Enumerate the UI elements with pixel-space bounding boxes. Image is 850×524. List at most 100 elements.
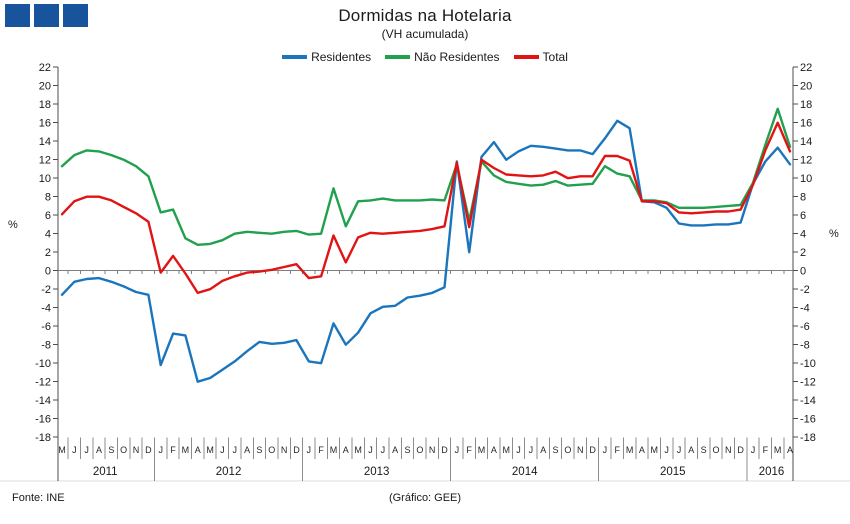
series-line-total: [60, 121, 792, 295]
year-label: 2011: [93, 466, 118, 478]
y-tick-label-right: 16: [800, 118, 812, 130]
year-label: 2013: [364, 466, 390, 478]
month-label: J: [158, 445, 163, 455]
month-label: O: [268, 445, 275, 455]
month-label: N: [725, 445, 732, 455]
logo-square: [63, 4, 88, 27]
month-label: S: [108, 445, 114, 455]
month-label: M: [206, 445, 214, 455]
month-label: J: [84, 445, 89, 455]
y-tick-label-left: -2: [41, 284, 51, 296]
y-tick-label-right: -14: [800, 395, 816, 407]
y-tick-label-right: -12: [800, 377, 816, 389]
y-tick-label-left: -14: [35, 395, 51, 407]
year-label: 2016: [759, 466, 785, 478]
month-label: A: [392, 445, 398, 455]
month-label: D: [441, 445, 448, 455]
month-label: J: [516, 445, 521, 455]
y-tick-label-left: -4: [41, 303, 51, 315]
month-label: M: [330, 445, 338, 455]
y-tick-label-left: -12: [35, 377, 51, 389]
month-label: N: [281, 445, 288, 455]
y-axis-unit-left: %: [8, 219, 18, 231]
y-tick-label-left: 10: [39, 173, 51, 185]
month-label: M: [478, 445, 486, 455]
month-label: N: [577, 445, 584, 455]
y-tick-label-right: -10: [800, 358, 816, 370]
month-label: D: [293, 445, 300, 455]
y-tick-label-right: 18: [800, 99, 812, 111]
month-label: A: [688, 445, 694, 455]
y-axis-unit-right: %: [829, 228, 839, 240]
month-label: J: [220, 445, 225, 455]
logo-square: [34, 4, 59, 27]
y-tick-label-left: 12: [39, 155, 51, 167]
year-label: 2015: [660, 466, 686, 478]
month-label: J: [664, 445, 669, 455]
month-label: M: [58, 445, 66, 455]
month-label: J: [455, 445, 460, 455]
month-label: J: [677, 445, 682, 455]
y-tick-label-right: -2: [800, 284, 810, 296]
y-tick-label-right: 4: [800, 229, 806, 241]
month-label: A: [540, 445, 546, 455]
legend-swatch-residentes: [282, 55, 308, 59]
month-label: A: [244, 445, 250, 455]
month-label: M: [626, 445, 634, 455]
month-label: M: [354, 445, 362, 455]
year-label: 2012: [216, 466, 242, 478]
y-tick-label-left: 20: [39, 81, 51, 93]
month-label: M: [774, 445, 782, 455]
logo-squares: [5, 4, 88, 27]
month-label: A: [787, 445, 793, 455]
legend-item-residentes: Residentes: [282, 50, 371, 64]
month-label: D: [737, 445, 744, 455]
logo-square: [5, 4, 30, 27]
y-tick-label-left: 4: [45, 229, 51, 241]
month-label: N: [429, 445, 436, 455]
month-label: F: [318, 445, 324, 455]
legend-label-total: Total: [542, 50, 568, 64]
month-label: J: [603, 445, 608, 455]
y-tick-label-right: -8: [800, 340, 810, 352]
month-label: A: [195, 445, 201, 455]
y-tick-label-right: 6: [800, 210, 806, 222]
month-label: F: [615, 445, 621, 455]
month-label: F: [466, 445, 472, 455]
y-tick-label-left: -8: [41, 340, 51, 352]
y-tick-label-left: 6: [45, 210, 51, 222]
y-tick-label-right: -6: [800, 321, 810, 333]
chart-subtitle: (VH acumulada): [381, 27, 469, 41]
month-label: A: [343, 445, 349, 455]
y-tick-label-left: -10: [35, 358, 51, 370]
y-tick-label-right: 22: [800, 62, 812, 74]
y-tick-label-left: 22: [39, 62, 51, 74]
month-label: D: [145, 445, 152, 455]
y-tick-label-right: -16: [800, 414, 816, 426]
legend-item-nao-residentes: Não Residentes: [385, 50, 500, 64]
y-tick-label-right: 2: [800, 247, 806, 259]
y-tick-label-left: 2: [45, 247, 51, 259]
month-label: S: [256, 445, 262, 455]
legend-label-nao-residentes: Não Residentes: [414, 50, 500, 64]
month-label: M: [651, 445, 659, 455]
month-label: M: [502, 445, 510, 455]
y-tick-label-left: -16: [35, 414, 51, 426]
month-label: O: [416, 445, 423, 455]
legend-label-residentes: Residentes: [311, 50, 372, 64]
year-label: 2014: [512, 466, 538, 478]
month-label: O: [564, 445, 571, 455]
y-tick-label-right: 20: [800, 81, 812, 93]
month-label: J: [751, 445, 756, 455]
y-tick-label-right: -4: [800, 303, 810, 315]
month-label: O: [712, 445, 719, 455]
month-label: J: [307, 445, 312, 455]
month-label: J: [529, 445, 534, 455]
month-label: S: [404, 445, 410, 455]
month-label: F: [170, 445, 176, 455]
series-line-n-o-residentes: [60, 107, 792, 247]
y-tick-label-left: 16: [39, 118, 51, 130]
legend: Residentes Não Residentes Total: [0, 50, 850, 64]
month-label: J: [381, 445, 386, 455]
y-tick-label-left: -6: [41, 321, 51, 333]
